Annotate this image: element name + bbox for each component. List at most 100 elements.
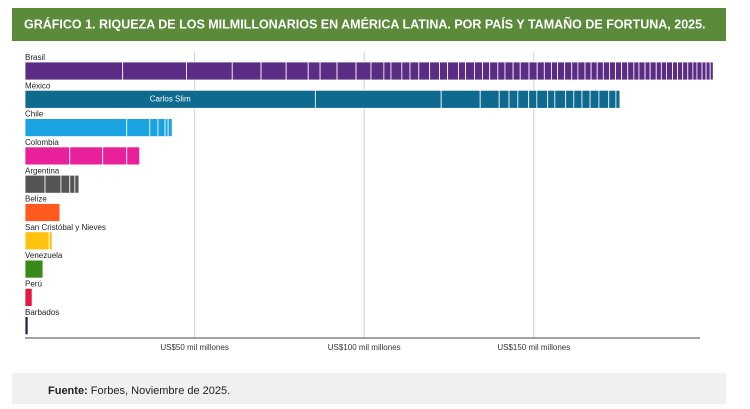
- bar-segment: [149, 118, 159, 137]
- bar-segment: [231, 61, 262, 81]
- bar-segment: [701, 61, 707, 81]
- bar-segment: [24, 316, 29, 336]
- bar-segment: [24, 61, 124, 81]
- bar-segment: [596, 61, 604, 81]
- bar-segment: [24, 231, 50, 251]
- bar-segment: [157, 118, 166, 137]
- bar-segment: [581, 89, 591, 109]
- bar-segment: [687, 61, 694, 81]
- bar-segment: [24, 174, 46, 194]
- footer-band: [12, 373, 726, 404]
- bar-segment: [102, 146, 128, 166]
- bar-segment: [440, 89, 481, 109]
- bar-segment: [74, 174, 80, 194]
- bar-segment: [609, 61, 616, 81]
- x-tick-label: US$150 mil millones: [497, 343, 570, 352]
- category-label: Venezuela: [25, 251, 63, 260]
- bar-segment: [498, 89, 510, 109]
- bar-segment: [528, 61, 538, 81]
- category-label: Barbados: [25, 308, 59, 317]
- bar-segment: [709, 61, 714, 81]
- bar-segment: [649, 61, 657, 81]
- bar-segment: [554, 89, 567, 109]
- bar-segment: [543, 61, 552, 81]
- bar-segment: [24, 203, 61, 222]
- bar-segment: [577, 61, 586, 81]
- category-label: Brasil: [25, 53, 45, 62]
- bar-segment: [602, 61, 610, 81]
- bar-segment: [633, 61, 640, 81]
- bar-segment: [24, 146, 71, 166]
- bar-segment: [429, 61, 440, 81]
- category-label: Colombia: [25, 138, 59, 147]
- bar-segment: [319, 61, 338, 81]
- bar-segment: [615, 89, 621, 109]
- category-label: San Cristóbal y Nieves: [25, 223, 106, 232]
- bar-segment: [621, 61, 629, 81]
- bar-segment: [547, 89, 556, 109]
- bar-segment: [60, 174, 71, 194]
- bar-segment: [672, 61, 679, 81]
- bar-segment: [666, 61, 673, 81]
- bar-segment: [285, 61, 309, 81]
- bar-segment: [512, 61, 521, 81]
- bar-segment: [48, 231, 53, 251]
- bar-segment: [307, 61, 321, 81]
- bar-segment: [418, 61, 431, 81]
- bar-segment: [24, 259, 44, 279]
- bar-segment: [401, 61, 411, 81]
- bar-segment: [692, 61, 698, 81]
- bar-segment: [390, 61, 403, 81]
- bar-segment: [677, 61, 684, 81]
- bar-segment: [126, 118, 151, 137]
- title-band: [12, 8, 726, 41]
- bar-segment: [336, 61, 357, 81]
- bar-segment: [314, 89, 442, 109]
- category-label: México: [25, 81, 51, 90]
- bar-segment: [479, 89, 500, 109]
- bar-segment: [598, 89, 610, 109]
- bar-segment: [355, 61, 372, 81]
- bar-segment: [536, 89, 549, 109]
- bar-segment: [696, 61, 703, 81]
- bar-segment: [186, 61, 233, 81]
- bar-segment: [682, 61, 689, 81]
- bar-segment: [557, 61, 566, 81]
- category-label: Belize: [25, 195, 47, 204]
- source: Fuente: Forbes, Noviembre de 2025.: [48, 385, 230, 397]
- bar-segment: [447, 61, 459, 81]
- category-label: Chile: [25, 110, 44, 119]
- bar-segment: [69, 146, 104, 166]
- bar-segment: [638, 61, 646, 81]
- bar-segment: [44, 174, 62, 194]
- bar-segment: [590, 61, 598, 81]
- bar-segment: [517, 89, 530, 109]
- bar-segment: [24, 287, 33, 307]
- bar-segment: [508, 89, 519, 109]
- bar-segment: [551, 61, 558, 81]
- bar-segment: [565, 89, 575, 109]
- bar-segment: [627, 61, 635, 81]
- bar-segment: [439, 61, 449, 81]
- bar-segment: [489, 61, 499, 81]
- bar-segment: [482, 61, 491, 81]
- bar-segment: [608, 89, 617, 109]
- bar-segment: [167, 118, 173, 137]
- bar-segment: [705, 61, 711, 81]
- bar-segment: [571, 61, 579, 81]
- bar-segment: [126, 146, 141, 166]
- bar-segment: [69, 174, 76, 194]
- category-label: Perú: [25, 280, 42, 289]
- bar-segment: [474, 61, 483, 81]
- x-tick-label: US$50 mil millones: [160, 343, 228, 352]
- bar-segment: [536, 61, 545, 81]
- bar-segment: [504, 61, 514, 81]
- source-label: Fuente:: [48, 385, 88, 397]
- category-label: Argentina: [25, 166, 60, 175]
- bar-segment: [122, 61, 187, 81]
- bar-segment: [24, 118, 128, 137]
- bar-segment: [589, 89, 600, 109]
- bar-segment: [573, 89, 583, 109]
- bar-segment: [260, 61, 287, 81]
